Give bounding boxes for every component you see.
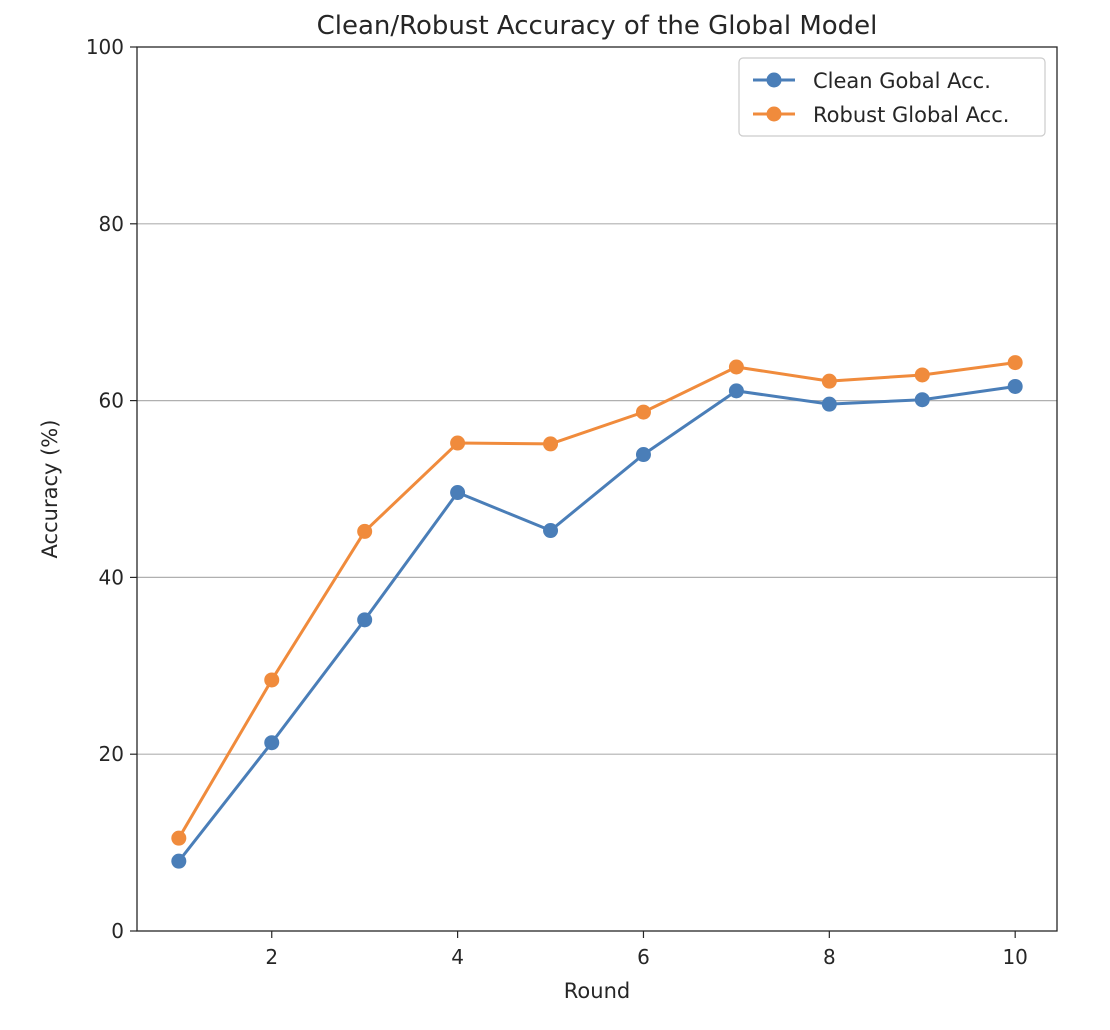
data-point: [450, 435, 466, 451]
series-line: [177, 384, 1017, 863]
series-line: [177, 361, 1017, 840]
legend-item: Clean Gobal Acc.: [753, 69, 991, 93]
series-lines: [171, 355, 1023, 869]
x-tick-label: 6: [637, 945, 650, 969]
data-point: [728, 383, 744, 399]
legend: Clean Gobal Acc. Robust Global Acc.: [738, 57, 1046, 137]
y-tick-label: 20: [99, 742, 124, 766]
data-point: [635, 447, 651, 463]
data-point: [264, 735, 280, 751]
x-tick-label: 10: [1002, 945, 1027, 969]
x-axis-label: Round: [564, 979, 630, 1003]
y-tick-label: 100: [86, 35, 124, 59]
series-robust-global-acc: [171, 355, 1023, 846]
data-point: [357, 523, 373, 539]
y-axis-label: Accuracy (%): [38, 420, 62, 559]
legend-label: Robust Global Acc.: [813, 103, 1009, 127]
x-axis-ticks: 2 4 6 8 10: [265, 931, 1028, 969]
data-point: [264, 672, 280, 688]
plot-area-frame: [136, 46, 1058, 932]
data-point: [635, 404, 651, 420]
data-point: [357, 612, 373, 628]
data-point: [1007, 378, 1023, 394]
legend-item: Robust Global Acc.: [753, 103, 1009, 127]
y-tick-label: 40: [99, 565, 124, 589]
legend-marker: [766, 106, 782, 122]
series-clean-global-acc: [171, 378, 1023, 869]
data-point: [728, 359, 744, 375]
legend-marker: [766, 72, 782, 88]
data-point: [543, 436, 559, 452]
data-point: [171, 830, 187, 846]
y-tick-label: 0: [111, 919, 124, 943]
data-point: [450, 485, 466, 501]
legend-label: Clean Gobal Acc.: [813, 69, 991, 93]
chart-title: Clean/Robust Accuracy of the Global Mode…: [317, 11, 878, 41]
x-tick-label: 8: [823, 945, 836, 969]
y-axis-ticks: 0 20 40 60 80 100: [86, 35, 137, 943]
y-tick-label: 80: [99, 212, 124, 236]
data-point: [1007, 355, 1023, 371]
x-tick-label: 2: [265, 945, 278, 969]
legend-box: [738, 57, 1046, 137]
data-point: [543, 523, 559, 539]
data-point: [821, 396, 837, 412]
x-tick-label: 4: [451, 945, 464, 969]
y-gridlines: [137, 223, 1057, 755]
data-point: [821, 373, 837, 389]
y-tick-label: 60: [99, 389, 124, 413]
data-point: [914, 392, 930, 408]
data-point: [914, 367, 930, 383]
data-point: [171, 853, 187, 869]
